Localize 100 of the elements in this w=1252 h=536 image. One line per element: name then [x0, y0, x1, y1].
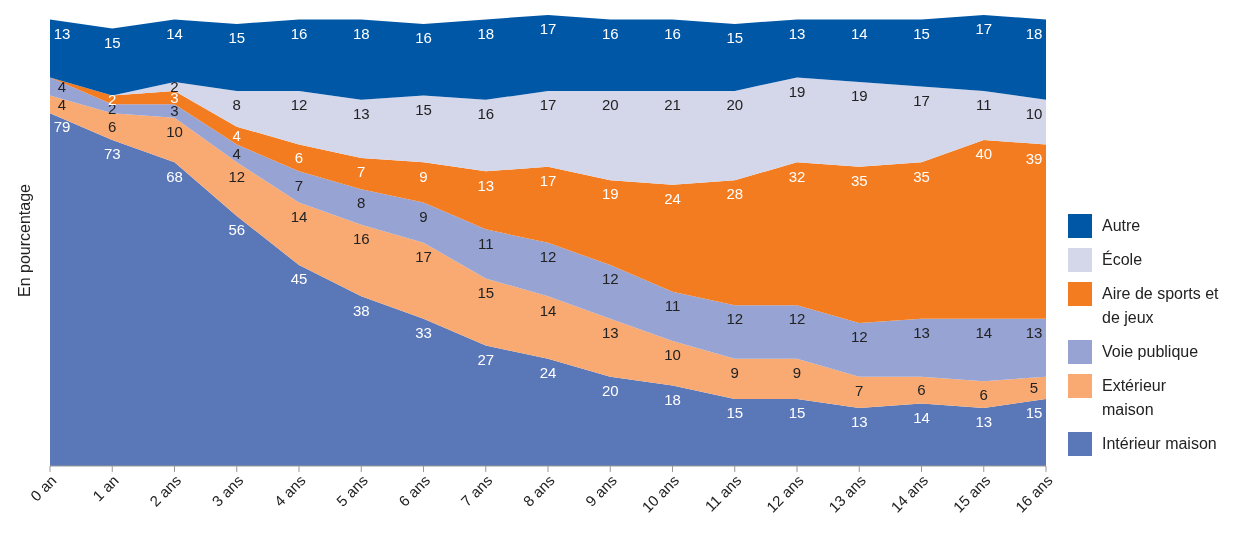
data-label: 9: [419, 207, 428, 225]
data-label: 12: [601, 270, 619, 288]
data-label: 20: [726, 96, 744, 114]
data-label: 17: [539, 96, 557, 114]
x-tick-label: 8 ans: [519, 471, 558, 510]
data-label: 35: [850, 172, 868, 190]
data-label: 7: [294, 176, 304, 194]
data-label: 15: [1025, 404, 1043, 422]
data-label: 11: [975, 96, 992, 114]
legend-label: Autre: [1102, 216, 1141, 236]
data-label: 14: [975, 323, 993, 341]
data-label: 4: [232, 126, 241, 144]
data-label: 24: [664, 189, 681, 207]
data-label: 19: [850, 87, 868, 105]
x-tick-label: 15 ans: [949, 471, 994, 516]
data-label: 7: [357, 163, 366, 181]
data-label: 4: [57, 95, 67, 113]
data-label: 6: [979, 385, 988, 403]
data-label: 18: [664, 390, 681, 408]
data-label: 14: [539, 301, 557, 319]
data-label: 19: [788, 82, 806, 100]
data-label: 3: [170, 102, 179, 120]
data-label: 11: [477, 234, 494, 252]
data-label: 13: [1025, 323, 1043, 341]
data-label: 13: [975, 413, 993, 431]
data-label: 20: [601, 381, 619, 399]
data-label: 17: [415, 247, 432, 265]
data-label: 12: [539, 247, 557, 265]
data-label: 15: [415, 100, 432, 118]
data-label: 5: [1029, 379, 1039, 397]
x-tick-label: 1 an: [89, 471, 122, 505]
data-label: 4: [232, 144, 241, 162]
x-tick-label: 9 ans: [581, 471, 620, 510]
legend-label: Voie publique: [1102, 342, 1199, 362]
data-label: 16: [601, 24, 619, 42]
data-label: 17: [539, 20, 557, 38]
x-tick-label: 13 ans: [825, 471, 869, 516]
x-tick-label: 16 ans: [1011, 471, 1056, 516]
data-label: 9: [419, 167, 428, 185]
data-label: 19: [601, 185, 619, 203]
data-label: 13: [788, 24, 806, 42]
data-label: 4: [57, 77, 67, 95]
data-label: 17: [975, 20, 993, 38]
data-label: 13: [477, 176, 495, 194]
data-label: 16: [352, 230, 370, 248]
x-tick-label: 7 ans: [457, 471, 496, 510]
data-label: 6: [294, 149, 304, 167]
legend-label: Extérieur maison: [1102, 376, 1168, 420]
data-label: 16: [290, 24, 308, 42]
data-label: 15: [913, 24, 930, 42]
data-label: 28: [726, 185, 744, 203]
data-label: 15: [477, 283, 495, 301]
data-label: 12: [726, 310, 744, 328]
data-label: 10: [166, 122, 183, 140]
x-tick-label: 4 ans: [270, 471, 309, 510]
data-label: 6: [108, 117, 117, 135]
data-label: 17: [539, 172, 557, 190]
x-tick-label: 14 ans: [887, 471, 932, 516]
data-label: 56: [228, 221, 246, 239]
x-tick-label: 6 ans: [395, 471, 434, 510]
x-tick-label: 11 ans: [701, 471, 745, 515]
data-label: 14: [850, 24, 868, 42]
data-label: 14: [290, 207, 308, 225]
y-axis-title: En pourcentage: [15, 183, 33, 297]
data-label: 18: [1025, 24, 1043, 42]
data-label: 16: [664, 24, 681, 42]
data-label: 10: [1025, 105, 1043, 123]
data-label: 33: [415, 323, 432, 341]
data-label: 32: [788, 167, 806, 185]
data-label: 15: [788, 404, 806, 422]
data-label: 8: [232, 96, 241, 114]
legend-label: Intérieur maison: [1102, 434, 1217, 454]
data-label: 7: [855, 381, 864, 399]
data-label: 13: [850, 413, 868, 431]
data-label: 6: [917, 381, 926, 399]
x-tick-label: 10 ans: [638, 471, 683, 516]
legend-label: École: [1102, 249, 1143, 270]
data-label: 14: [913, 408, 930, 426]
data-label: 13: [352, 105, 370, 123]
x-tick-label: 3 ans: [208, 471, 247, 510]
data-label: 18: [352, 24, 370, 42]
data-label: 79: [53, 118, 71, 136]
data-label: 15: [103, 33, 121, 51]
data-label: 15: [726, 29, 744, 47]
x-tick-label: 12 ans: [762, 471, 807, 516]
data-label: 13: [53, 24, 71, 42]
data-label: 21: [664, 96, 681, 114]
data-label: 73: [103, 145, 121, 163]
data-label: 38: [352, 301, 370, 319]
data-label: 11: [664, 297, 681, 315]
data-label: 17: [913, 91, 930, 109]
data-label: 9: [730, 364, 739, 382]
data-label: 14: [166, 24, 183, 42]
data-label: 15: [228, 29, 246, 47]
data-label: 8: [357, 194, 366, 212]
data-label: 12: [850, 328, 868, 346]
x-tick-label: 5 ans: [332, 471, 371, 510]
data-label: 39: [1025, 149, 1043, 167]
data-label: 27: [477, 350, 495, 368]
x-tick-label: 0 an: [26, 471, 60, 505]
